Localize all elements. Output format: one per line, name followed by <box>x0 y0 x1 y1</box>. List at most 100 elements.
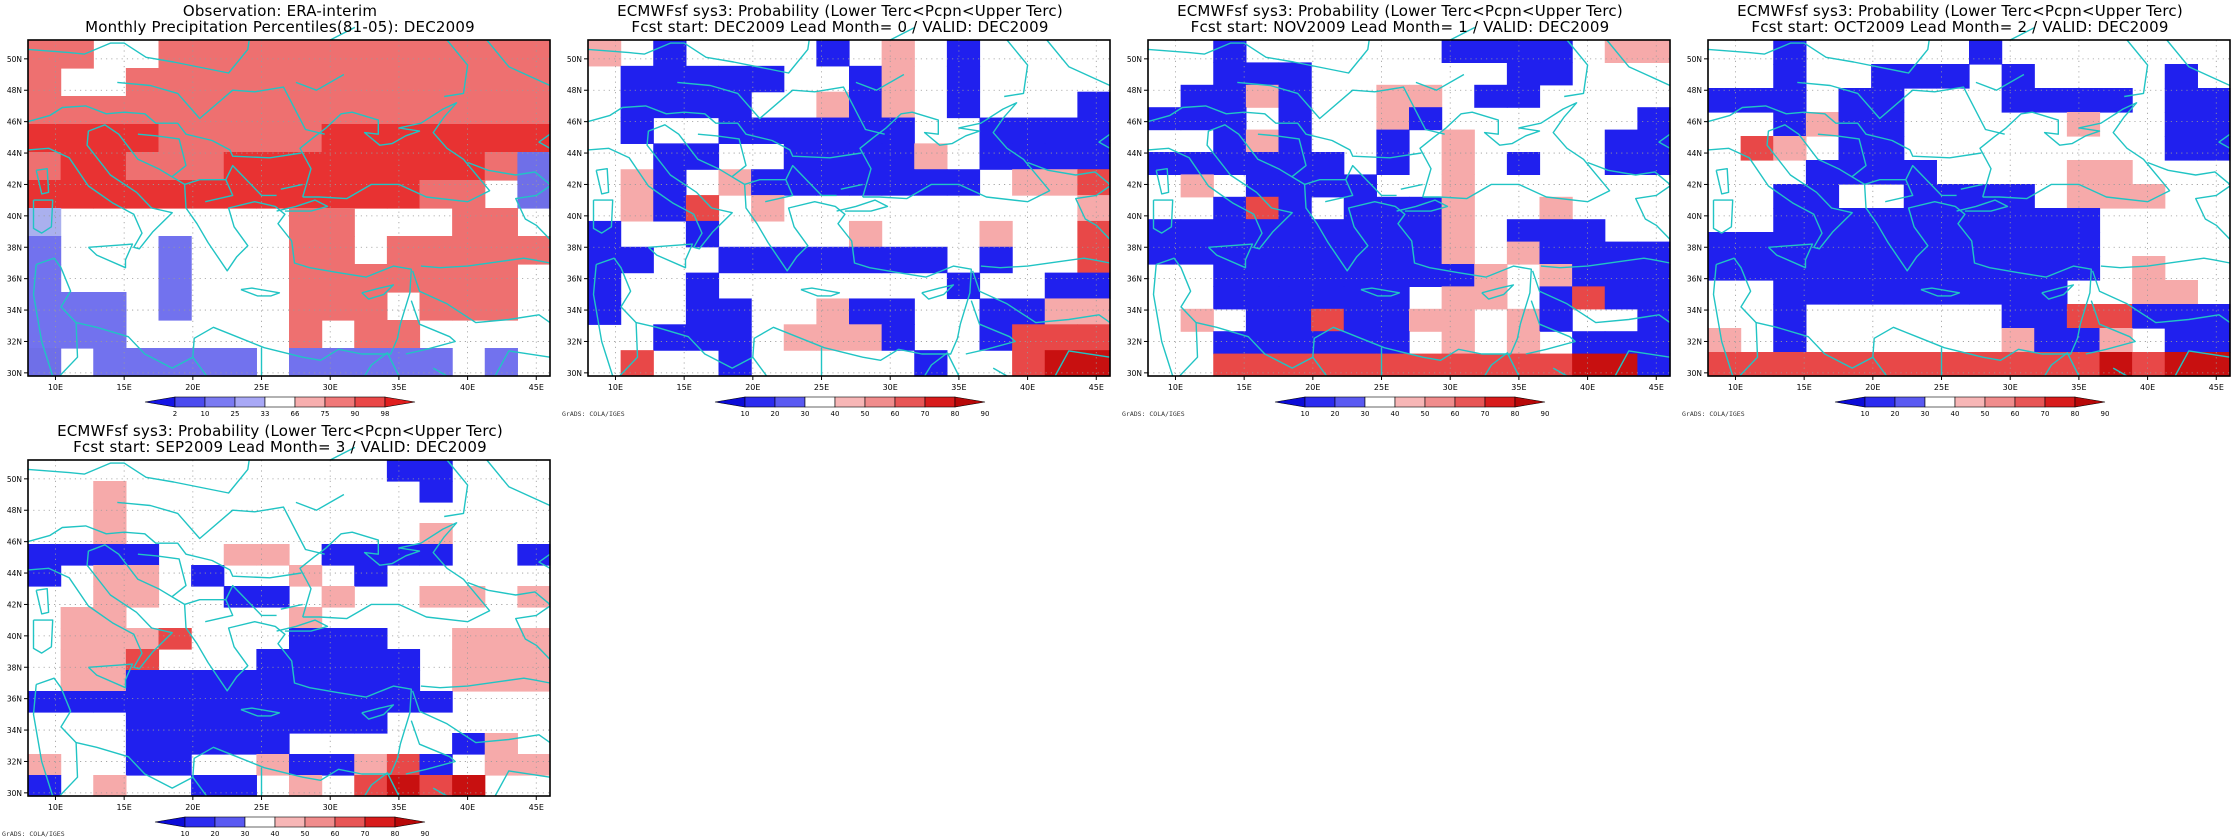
coastline <box>192 776 208 797</box>
grid-cell <box>1708 232 1742 257</box>
lat-tick-label: 42N <box>1687 180 1702 189</box>
lat-tick-label: 46N <box>7 538 22 547</box>
grid-cell <box>158 348 192 377</box>
grid-cell <box>816 40 850 67</box>
grid-cell <box>1012 350 1046 377</box>
grid-cell <box>191 775 225 797</box>
coastline <box>924 351 949 377</box>
coastline <box>387 773 400 797</box>
grid-cell <box>2197 112 2231 137</box>
colorbar-label: 30 <box>1361 410 1370 418</box>
grid-cell <box>1506 331 1541 355</box>
coastline <box>1712 264 1734 377</box>
grid-cell <box>1773 40 1807 65</box>
grid-cell <box>354 320 388 349</box>
coastline <box>27 459 250 494</box>
coastline <box>859 102 1051 203</box>
grid-cell <box>223 775 257 797</box>
grid-cell <box>1871 208 1905 233</box>
grid-cell <box>386 775 421 797</box>
lon-tick-label: 15E <box>677 383 692 392</box>
grid-cell <box>1474 84 1508 108</box>
grid-cell <box>1278 196 1312 220</box>
grid-cell <box>2099 304 2133 329</box>
coastline <box>1207 243 1254 269</box>
lat-tick-label: 48N <box>7 86 22 95</box>
grid-cell <box>1969 40 2003 65</box>
grid-cell <box>1539 40 1573 63</box>
grid-cell <box>191 565 225 587</box>
coastline <box>1419 102 1611 203</box>
grid-cell <box>1838 256 1872 281</box>
colorbar-label: 66 <box>291 410 300 418</box>
grid-cell <box>1871 112 1905 137</box>
coastline <box>2009 26 2036 41</box>
grid-cell <box>1409 241 1443 265</box>
coastline <box>444 459 469 518</box>
grid-cell <box>849 143 883 170</box>
grid-cell <box>1637 129 1671 153</box>
grid-cell <box>517 586 551 608</box>
grid-cell <box>256 40 290 69</box>
coastline <box>280 183 303 190</box>
grid-cell <box>1740 232 1774 257</box>
coastline <box>587 124 972 369</box>
lat-tick-label: 32N <box>7 757 22 766</box>
grid-cell <box>1572 219 1606 243</box>
grid-cell <box>1343 331 1377 355</box>
lat-tick-label: 30N <box>7 369 22 378</box>
grid-cell <box>1506 241 1541 265</box>
grid-cell <box>1441 353 1475 377</box>
map-frame <box>1147 39 1671 377</box>
colorbar-label: 70 <box>1481 410 1490 418</box>
grid-cell <box>419 68 453 97</box>
lat-tick-label: 34N <box>1687 306 1702 315</box>
grid-cell <box>484 754 518 776</box>
coastline <box>647 243 694 269</box>
grid-cell <box>321 292 355 321</box>
grid-cell <box>1572 286 1606 310</box>
lat-tick-label: 46N <box>1687 118 1702 127</box>
colorbar-label: 70 <box>361 830 370 838</box>
coastline <box>184 599 234 623</box>
grid-cell <box>484 68 518 97</box>
grid-cell <box>223 670 257 692</box>
grid-cell <box>386 320 421 349</box>
panel-5-map: 10E 15E 20E 25E 30E 35E 40E 45E 30N 32N 34N 36N 38N 4… <box>7 446 551 838</box>
grid-cell <box>1012 169 1046 196</box>
grid-cell <box>484 96 518 125</box>
grid-cell <box>60 628 94 650</box>
grid-cell <box>158 628 192 650</box>
grid-cell <box>1903 352 1937 377</box>
grid-cell <box>620 65 654 93</box>
grid-cell <box>1278 308 1312 332</box>
panel-3-title: ECMWFsf sys3: Probability (Lower Terc<Pc… <box>1177 2 1623 20</box>
grid-cell <box>2132 304 2166 329</box>
grid-cell <box>191 124 225 153</box>
grid-cell <box>1278 286 1312 310</box>
coastline <box>592 199 614 234</box>
lon-tick-label: 20E <box>1865 383 1880 392</box>
grid-cell <box>191 691 225 713</box>
coastline <box>1552 367 1568 377</box>
grid-cell <box>1506 353 1541 377</box>
lat-tick-label: 40N <box>7 632 22 641</box>
grid-cell <box>1245 286 1280 310</box>
panel-1-subtitle: Monthly Precipitation Percentiles(81-05)… <box>85 18 475 36</box>
coastline <box>387 353 400 377</box>
grid-cell <box>289 607 323 629</box>
coastline <box>405 300 456 355</box>
grid-cell <box>419 348 453 377</box>
grid-cell <box>653 143 687 170</box>
grid-cell <box>685 272 720 300</box>
grid-cell <box>1773 184 1807 209</box>
grid-cell <box>685 65 720 93</box>
lon-tick-label: 35E <box>391 803 406 812</box>
grid-cell <box>2099 160 2133 185</box>
grid-cell <box>419 586 453 608</box>
coastline <box>1312 356 1328 377</box>
grid-cell <box>517 628 551 650</box>
lon-tick-label: 30E <box>1443 383 1458 392</box>
grid-cell <box>158 754 192 776</box>
coastline <box>32 264 54 377</box>
